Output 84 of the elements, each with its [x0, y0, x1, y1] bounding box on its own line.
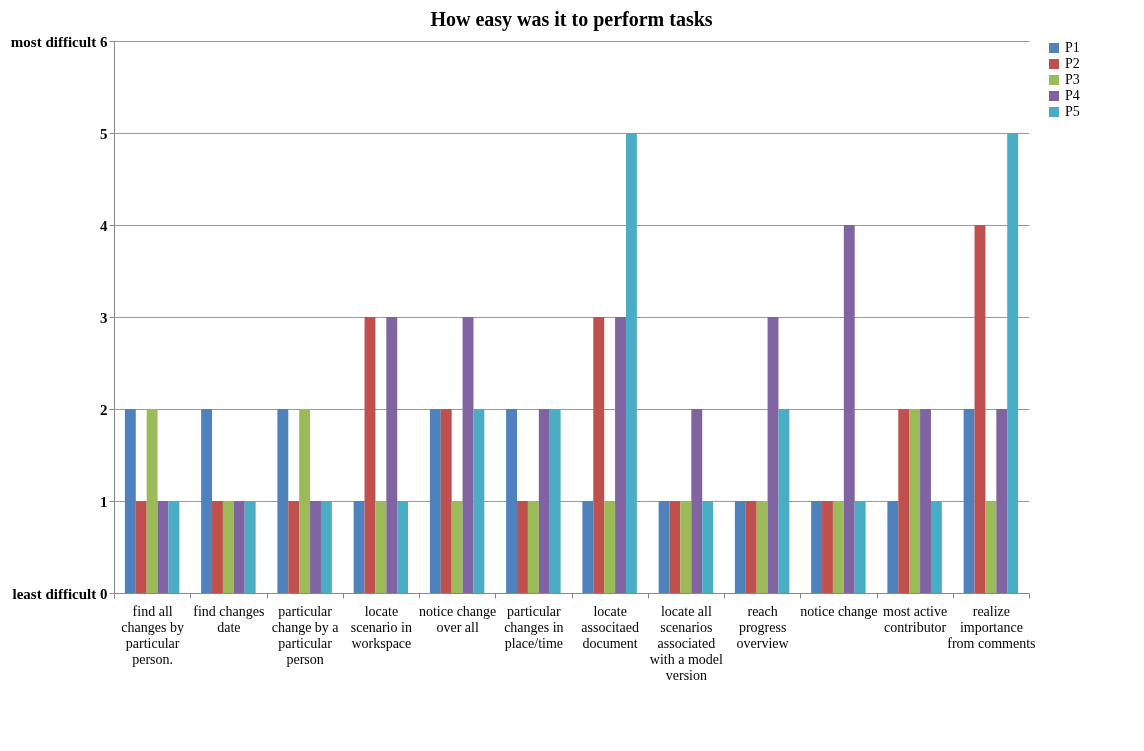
bar	[364, 317, 376, 593]
bar	[201, 409, 213, 593]
x-tick-label: locate associtaed document	[581, 603, 639, 651]
bar	[811, 501, 823, 593]
bar	[549, 409, 561, 593]
chart-title: How easy was it to perform tasks	[430, 8, 713, 31]
bar	[222, 501, 234, 593]
bar	[233, 501, 245, 593]
x-tick-label: locate all scenarios associated with a model version	[649, 603, 724, 683]
bar	[451, 501, 463, 593]
bar	[832, 501, 844, 593]
x-tick-label: reach progress overview	[736, 603, 790, 651]
bar	[702, 501, 714, 593]
x-tick-label: realize importance from comments	[947, 603, 1036, 651]
bar	[320, 501, 332, 593]
x-tick-label: notice change	[800, 603, 878, 619]
x-tick-label: particular changes in place/time	[504, 603, 564, 651]
bar	[669, 501, 681, 593]
bar	[887, 501, 899, 593]
bar	[538, 409, 550, 593]
bar	[854, 501, 866, 593]
y-tick-label: 2	[100, 401, 108, 418]
bar	[244, 501, 256, 593]
bar	[658, 501, 670, 593]
bar	[930, 501, 942, 593]
y-tick-label: 5	[100, 125, 108, 142]
bar	[386, 317, 398, 593]
legend-label: P5	[1065, 104, 1080, 119]
bar	[299, 409, 311, 593]
x-tick-label: particular change by a particular person	[271, 603, 340, 667]
bar	[767, 317, 779, 593]
bar	[1007, 133, 1019, 593]
y-tick-label: least difficult 0	[12, 585, 108, 602]
bar	[680, 501, 692, 593]
bar	[135, 501, 147, 593]
y-tick-label: 1	[100, 493, 108, 510]
bar	[909, 409, 921, 593]
bar	[353, 501, 365, 593]
bar	[974, 225, 986, 593]
bar	[527, 501, 539, 593]
legend-label: P1	[1065, 40, 1080, 55]
bar	[963, 409, 975, 593]
bar	[615, 317, 626, 593]
bar	[375, 501, 387, 593]
bar	[212, 501, 223, 593]
bar	[822, 501, 833, 593]
x-tick-label: find all changes by particular person.	[121, 603, 184, 667]
legend-label: P3	[1065, 72, 1080, 87]
bar	[288, 501, 300, 593]
bar	[756, 501, 768, 593]
bar	[996, 409, 1008, 593]
bar	[440, 409, 452, 593]
bar	[462, 317, 474, 593]
bar	[473, 409, 485, 593]
bar	[745, 501, 757, 593]
bar	[691, 409, 703, 593]
bar	[168, 501, 180, 593]
x-tick-label: find changes date	[193, 603, 265, 635]
legend-label: P2	[1065, 56, 1080, 71]
bar	[506, 409, 518, 593]
bar	[397, 501, 409, 593]
bar	[898, 409, 910, 593]
bar	[429, 409, 441, 593]
bar	[124, 409, 136, 593]
legend-label: P4	[1065, 88, 1080, 103]
bar	[920, 409, 931, 593]
bar	[310, 501, 321, 593]
bar	[734, 501, 746, 593]
bar	[582, 501, 594, 593]
bar	[146, 409, 158, 593]
y-tick-label: most difficult 6	[10, 33, 108, 50]
bar	[843, 225, 855, 593]
bar	[517, 501, 528, 593]
x-tick-label: locate scenario in workspace	[350, 603, 412, 651]
x-tick-label: notice change over all	[418, 603, 497, 635]
y-tick-label: 4	[100, 217, 108, 234]
bar	[157, 501, 169, 593]
bar	[625, 133, 637, 593]
bar	[604, 501, 616, 593]
bar	[593, 317, 605, 593]
bar	[985, 501, 997, 593]
y-tick-label: 3	[100, 309, 108, 326]
bar	[778, 409, 790, 593]
bar	[277, 409, 289, 593]
